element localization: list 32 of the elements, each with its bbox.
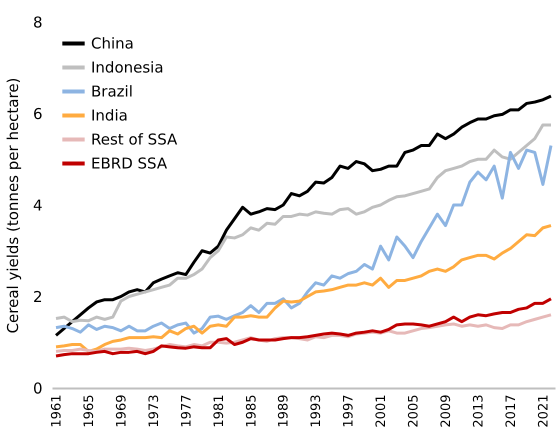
legend-label: Brazil xyxy=(91,82,133,100)
x-tick-label: 2001 xyxy=(374,394,390,428)
y-tick-label: 4 xyxy=(32,196,42,214)
x-tick-label: 1965 xyxy=(82,394,97,428)
y-tick-label: 0 xyxy=(32,380,42,398)
x-tick-label: 1981 xyxy=(212,394,227,428)
legend-label: EBRD SSA xyxy=(91,154,168,172)
legend-label: India xyxy=(91,106,128,124)
y-tick-label: 8 xyxy=(32,14,42,32)
y-tick-label: 6 xyxy=(32,105,42,123)
x-tick-label: 2021 xyxy=(536,394,552,428)
x-tick-label: 1993 xyxy=(309,394,324,428)
legend-label: China xyxy=(91,34,134,52)
line-series xyxy=(54,144,552,335)
x-tick-label: 2005 xyxy=(406,394,422,428)
line-series xyxy=(54,224,552,353)
x-tick-label: 2017 xyxy=(504,394,519,428)
x-tick-label: 1969 xyxy=(114,394,130,428)
x-tick-label: 2013 xyxy=(471,394,486,428)
legend-label: Indonesia xyxy=(91,58,164,76)
x-tick-label: 1989 xyxy=(276,394,292,428)
line-series xyxy=(54,123,552,324)
line-series xyxy=(54,297,552,358)
x-tick-label: 1997 xyxy=(342,394,357,428)
x-tick-label: 1977 xyxy=(179,394,194,428)
x-tick-label: 2009 xyxy=(439,394,454,428)
y-tick-label: 2 xyxy=(32,288,42,306)
x-tick-label: 1961 xyxy=(50,394,64,428)
legend-label: Rest of SSA xyxy=(91,130,178,148)
y-axis-title: Cereal yields (tonnes per hectare) xyxy=(4,78,22,334)
x-tick-label: 1973 xyxy=(146,394,162,428)
x-tick-label: 1985 xyxy=(244,394,260,428)
